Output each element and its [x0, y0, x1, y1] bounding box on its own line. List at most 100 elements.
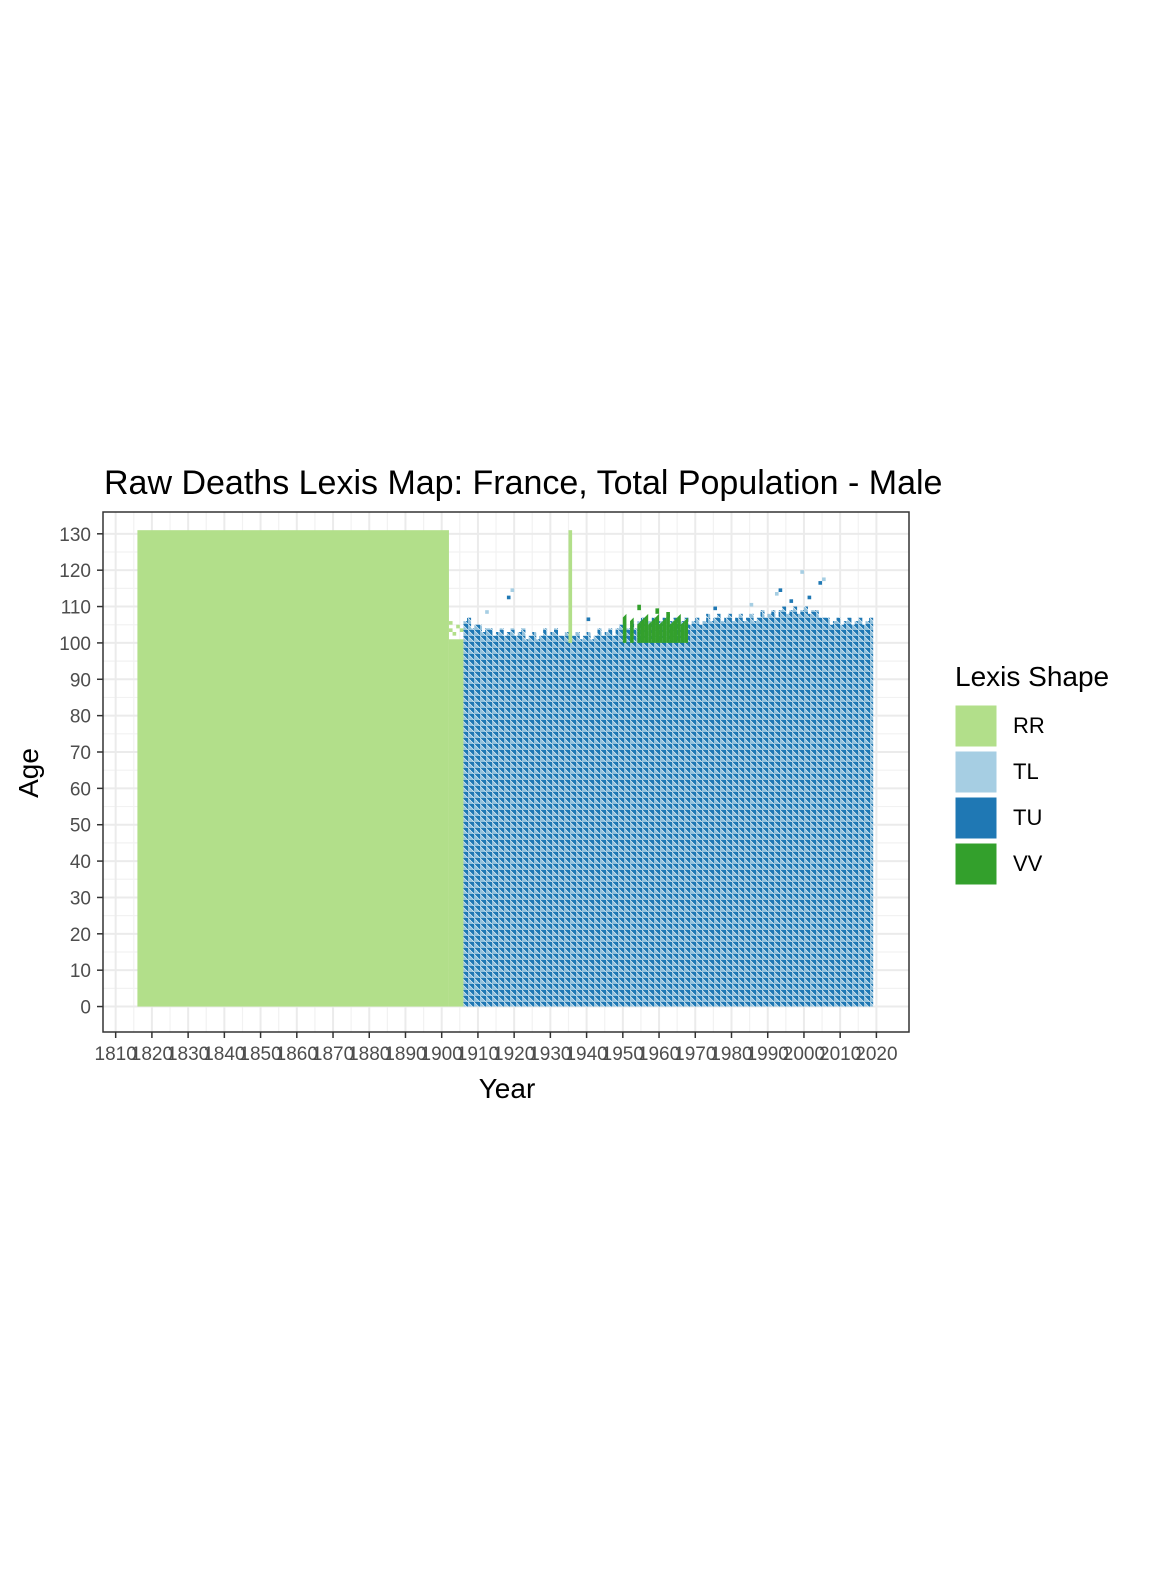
tu-tl-column [749, 613, 754, 1007]
tu-tl-column [633, 628, 638, 1007]
legend-key-rr [954, 704, 998, 748]
y-tick-label: 10 [70, 961, 91, 982]
vv-cell [666, 612, 670, 618]
vv-cell [648, 621, 652, 643]
x-tick-label: 1910 [457, 1044, 499, 1065]
x-tick-label: 1820 [131, 1044, 173, 1065]
vv-cell [659, 621, 663, 643]
y-tick-label: 100 [59, 634, 91, 655]
tu-tl-column [492, 635, 497, 1007]
tu-tl-column [851, 624, 856, 1007]
y-tick-label: 0 [80, 998, 91, 1019]
rr-cell [452, 632, 457, 636]
outlier-cell [800, 570, 804, 574]
tu-tl-column [593, 635, 598, 1007]
tu-tl-column [648, 621, 653, 1007]
vv-cell [640, 617, 645, 643]
y-axis: 0 10 20 30 40 50 60 70 80 90 100 110 120 130 [59, 525, 103, 1019]
vv-cell [680, 621, 685, 643]
tu-tl-column [709, 621, 714, 1007]
x-tick-label: 1860 [276, 1044, 318, 1065]
vv-cell [655, 608, 660, 614]
x-tick-label: 1960 [638, 1044, 680, 1065]
x-tick-label: 1970 [674, 1044, 716, 1065]
y-tick-label: 90 [70, 670, 91, 691]
tu-tl-column [543, 628, 548, 1007]
vv-cell [651, 617, 656, 643]
tu-tl-column [535, 639, 540, 1007]
x-axis-title: Year [479, 1073, 536, 1104]
tu-tl-column [514, 635, 519, 1007]
tu-tl-column [532, 632, 537, 1007]
tu-tl-column [644, 624, 649, 1007]
legend: Lexis Shape RR TL TU VV [954, 661, 1109, 886]
x-tick-label: 1840 [203, 1044, 245, 1065]
rr-cell [448, 628, 453, 632]
tu-tl-column [615, 628, 620, 1007]
tu-tl-column [778, 610, 783, 1007]
vv-cell [684, 617, 689, 643]
tu-tl-column [467, 617, 472, 1007]
tu-tl-column [564, 632, 569, 1007]
tu-tl-column [474, 624, 479, 1007]
x-tick-label: 1900 [421, 1044, 463, 1065]
tu-tl-column [586, 632, 591, 1007]
vv-cell [662, 617, 667, 643]
x-tick-label: 1880 [348, 1044, 390, 1065]
tu-tl-column [735, 617, 740, 1007]
rr-cell [456, 624, 460, 629]
tu-tl-column [691, 621, 696, 1007]
tu-tl-column [836, 617, 841, 1007]
tu-tl-column [485, 628, 490, 1007]
legend-label-tu: TU [1013, 805, 1042, 830]
lexis-cells [137, 530, 874, 1007]
tu-tl-column [803, 606, 808, 1007]
tu-tl-column [869, 617, 874, 1007]
tu-tl-column [814, 610, 819, 1007]
vv-cell [673, 617, 678, 643]
vv-cell [655, 613, 660, 643]
tu-tl-column [800, 610, 805, 1007]
tu-tl-column [470, 628, 475, 1007]
x-tick-label: 2020 [855, 1044, 897, 1065]
tu-tl-column [669, 621, 674, 1007]
outlier-cell [774, 592, 779, 596]
tu-tl-column [745, 617, 751, 1007]
vv-cell [666, 613, 670, 643]
vv-cell [637, 604, 641, 611]
vv-cell [637, 621, 641, 643]
tu-tl-column [865, 621, 870, 1007]
tu-tl-column [818, 617, 823, 1007]
tu-tl-column [764, 617, 769, 1007]
tu-tl-column [630, 621, 635, 1007]
tu-tl-column [760, 610, 765, 1007]
outlier-cell [789, 599, 794, 603]
tu-tl-column [572, 635, 577, 1007]
tu-tl-column [582, 635, 587, 1007]
y-tick-label: 70 [70, 743, 91, 764]
tu-tl-column [731, 621, 736, 1007]
chart-title: Raw Deaths Lexis Map: France, Total Popu… [104, 464, 942, 502]
tu-tl-column [756, 617, 761, 1007]
tu-tl-column [811, 610, 816, 1007]
outlier-cell [807, 595, 812, 600]
x-tick-label: 1870 [312, 1044, 354, 1065]
vv-cell [644, 613, 649, 643]
y-tick-label: 120 [59, 561, 91, 582]
tu-tl-column [640, 617, 645, 1007]
tu-tl-column [796, 613, 801, 1007]
legend-key-tu [954, 796, 998, 840]
outlier-cell [586, 617, 591, 622]
outlier-cell [485, 610, 489, 614]
tu-tl-column [488, 628, 493, 1007]
tu-tl-column [561, 635, 566, 1007]
x-tick-label: 1930 [529, 1044, 571, 1065]
legend-key-tl [954, 750, 998, 794]
outlier-cell [822, 577, 826, 582]
tu-tl-column [677, 624, 682, 1007]
tu-tl-column [832, 621, 837, 1007]
tu-tl-column [579, 639, 584, 1007]
tu-tl-column [713, 617, 718, 1007]
tu-tl-column [499, 628, 504, 1007]
tu-tl-column [626, 628, 631, 1007]
